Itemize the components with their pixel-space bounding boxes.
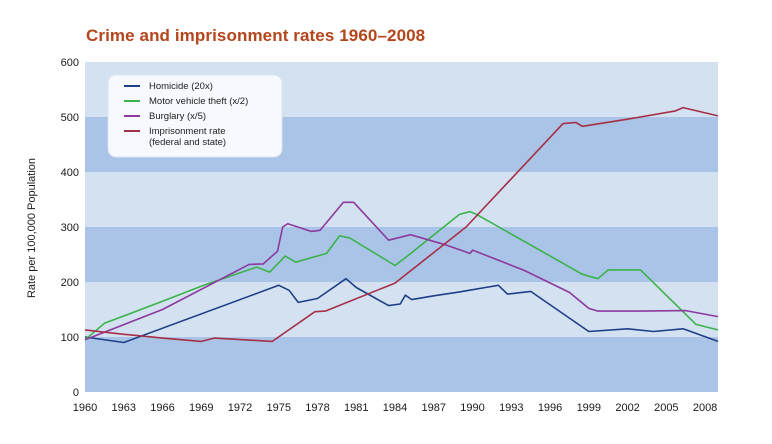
x-tick-label: 1969 <box>189 402 213 414</box>
band-0 <box>85 337 718 392</box>
x-tick-label: 1975 <box>267 402 291 414</box>
x-tick-label: 2002 <box>615 402 639 414</box>
y-tick-label: 600 <box>61 57 79 69</box>
y-tick-label: 100 <box>61 332 79 344</box>
y-tick-label: 400 <box>61 167 79 179</box>
x-tick-label: 2005 <box>654 402 678 414</box>
series-lines <box>84 106 719 344</box>
x-tick-label: 1996 <box>538 402 562 414</box>
x-tick-label: 1993 <box>499 402 523 414</box>
legend: Homicide (20x) Motor vehicle theft (x/2) B… <box>107 74 283 158</box>
x-tick-label: 1963 <box>112 402 136 414</box>
x-tick-label: 1999 <box>577 402 601 414</box>
x-tick-label: 1960 <box>73 402 97 414</box>
axis-ticks: 0 100 200 300 400 500 600 1960 1963 1966 1969 1972 1… <box>61 57 718 414</box>
legend-label-3: Imprisonment rate <box>149 126 226 137</box>
legend-label-1: Motor vehicle theft (x/2) <box>149 96 248 107</box>
x-tick-label: 2008 <box>693 402 717 414</box>
series-line-1 <box>84 210 719 341</box>
y-tick-label: 500 <box>61 112 79 124</box>
x-tick-label: 1990 <box>460 402 484 414</box>
legend-label-0: Homicide (20x) <box>149 81 213 92</box>
y-tick-label: 200 <box>61 277 79 289</box>
x-tick-label: 1966 <box>150 402 174 414</box>
series-line-2 <box>84 201 719 341</box>
legend-label-2: Burglary (x/5) <box>149 111 206 122</box>
series-line-3 <box>84 106 719 343</box>
x-tick-label: 1987 <box>422 402 446 414</box>
series-line-0 <box>84 277 719 344</box>
x-tick-label: 1972 <box>228 402 252 414</box>
x-tick-label: 1981 <box>344 402 368 414</box>
legend-label-3: (federal and state) <box>149 137 226 148</box>
y-tick-label: 0 <box>73 387 79 399</box>
y-tick-label: 300 <box>61 222 79 234</box>
x-tick-label: 1984 <box>383 402 407 414</box>
legend-box <box>107 74 283 158</box>
band-2 <box>85 227 718 282</box>
band-3 <box>85 172 718 227</box>
y-axis-label: Rate per 100,000 Population <box>26 158 38 298</box>
chart-title: Crime and imprisonment rates 1960–2008 <box>86 26 426 45</box>
x-tick-label: 1978 <box>305 402 329 414</box>
